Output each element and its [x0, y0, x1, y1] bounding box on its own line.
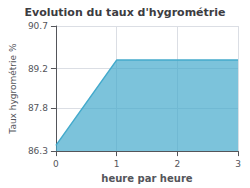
- svg-text:0: 0: [53, 159, 59, 169]
- svg-text:3: 3: [235, 159, 241, 169]
- svg-text:2: 2: [174, 159, 180, 169]
- svg-text:Taux hygrométrie %: Taux hygrométrie %: [8, 43, 18, 135]
- svg-text:Evolution du taux d'hygrométri: Evolution du taux d'hygrométrie: [25, 6, 226, 19]
- svg-text:heure par heure: heure par heure: [101, 173, 192, 184]
- svg-text:87.8: 87.8: [28, 103, 48, 113]
- svg-text:1: 1: [114, 159, 120, 169]
- svg-text:86.3: 86.3: [28, 146, 48, 156]
- svg-text:89.2: 89.2: [28, 64, 48, 74]
- svg-text:90.7: 90.7: [28, 21, 48, 31]
